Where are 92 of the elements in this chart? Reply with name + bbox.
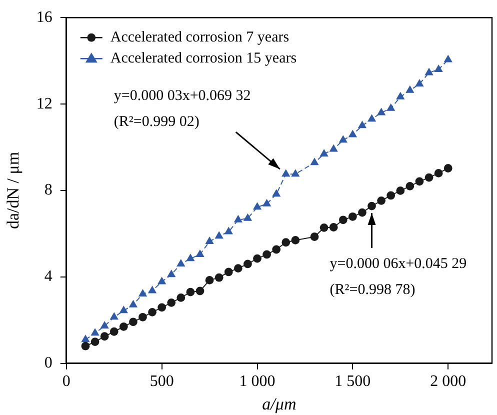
point xyxy=(424,173,434,182)
point xyxy=(205,236,214,244)
point xyxy=(158,303,166,312)
point xyxy=(386,191,396,200)
point xyxy=(128,300,138,308)
point xyxy=(406,85,414,93)
point xyxy=(90,338,100,346)
y-tick-label: 8 xyxy=(44,182,52,199)
point xyxy=(148,286,157,294)
x-tick-label: 2 000 xyxy=(430,373,466,390)
point xyxy=(434,64,443,72)
point xyxy=(119,306,128,314)
point xyxy=(377,196,386,205)
annotation: y=0.000 06x+0.045 29 (R²=0.998 78) xyxy=(330,256,467,298)
y-tick-label: 0 xyxy=(44,354,52,372)
point xyxy=(81,334,90,342)
legend-label: Accelerated corrosion 15 years xyxy=(110,50,297,67)
point xyxy=(358,208,366,217)
point xyxy=(338,135,348,143)
point xyxy=(376,108,386,116)
point xyxy=(234,264,242,273)
point xyxy=(148,308,156,316)
point xyxy=(434,169,443,178)
annotation: y=0.000 03x+0.069 32 (R²=0.999 02) xyxy=(114,88,251,130)
point xyxy=(176,258,186,266)
point xyxy=(205,276,214,284)
point xyxy=(119,322,128,331)
y-tick-label: 16 xyxy=(36,8,52,26)
point xyxy=(253,254,262,263)
point xyxy=(282,238,290,247)
point xyxy=(368,202,376,210)
point xyxy=(186,288,195,296)
x-tick-label: 1 500 xyxy=(334,373,371,390)
point xyxy=(196,286,204,296)
x-axis-title: a/μm xyxy=(262,394,296,414)
point xyxy=(272,245,281,254)
point xyxy=(157,276,166,284)
x-tick-label: 0 xyxy=(62,373,70,390)
point xyxy=(291,169,300,177)
point xyxy=(100,332,109,341)
point xyxy=(396,92,405,100)
y-tick-label: 4 xyxy=(44,268,52,286)
point xyxy=(186,254,195,262)
point xyxy=(176,294,186,302)
point xyxy=(138,289,148,297)
point xyxy=(110,327,118,336)
point xyxy=(224,226,233,234)
point xyxy=(406,182,414,190)
point xyxy=(110,312,118,320)
point xyxy=(386,103,396,111)
point xyxy=(320,223,328,232)
point xyxy=(272,189,281,197)
point xyxy=(167,298,176,307)
point xyxy=(262,250,271,259)
point xyxy=(348,212,357,221)
point xyxy=(138,312,147,322)
point xyxy=(214,273,224,282)
point xyxy=(415,177,424,186)
point xyxy=(291,236,300,244)
point xyxy=(358,120,367,128)
point xyxy=(329,223,338,232)
point xyxy=(129,318,138,326)
point xyxy=(167,270,176,278)
point xyxy=(234,214,242,222)
y-tick-label: 12 xyxy=(36,95,52,112)
point xyxy=(348,130,358,138)
point xyxy=(329,144,338,152)
legend-label: Accelerated corrosion 7 years xyxy=(110,30,290,46)
point xyxy=(282,169,290,177)
point xyxy=(338,216,348,224)
point xyxy=(100,321,109,329)
point xyxy=(196,249,204,257)
point xyxy=(367,114,376,122)
point xyxy=(415,78,424,86)
y-axis-title: da/dN / μm xyxy=(4,152,23,230)
point xyxy=(243,213,252,221)
point xyxy=(90,328,100,336)
point xyxy=(310,158,319,166)
x-tick-label: 500 xyxy=(150,373,174,390)
point xyxy=(244,260,252,268)
point xyxy=(444,54,452,62)
point xyxy=(252,202,262,210)
point xyxy=(396,186,405,195)
point xyxy=(81,342,90,350)
point xyxy=(310,232,319,241)
x-tick-label: 1 000 xyxy=(239,373,276,390)
point xyxy=(262,198,272,206)
point xyxy=(224,268,233,276)
point xyxy=(444,164,452,172)
point xyxy=(214,231,224,239)
point xyxy=(424,68,434,76)
point xyxy=(320,148,328,156)
